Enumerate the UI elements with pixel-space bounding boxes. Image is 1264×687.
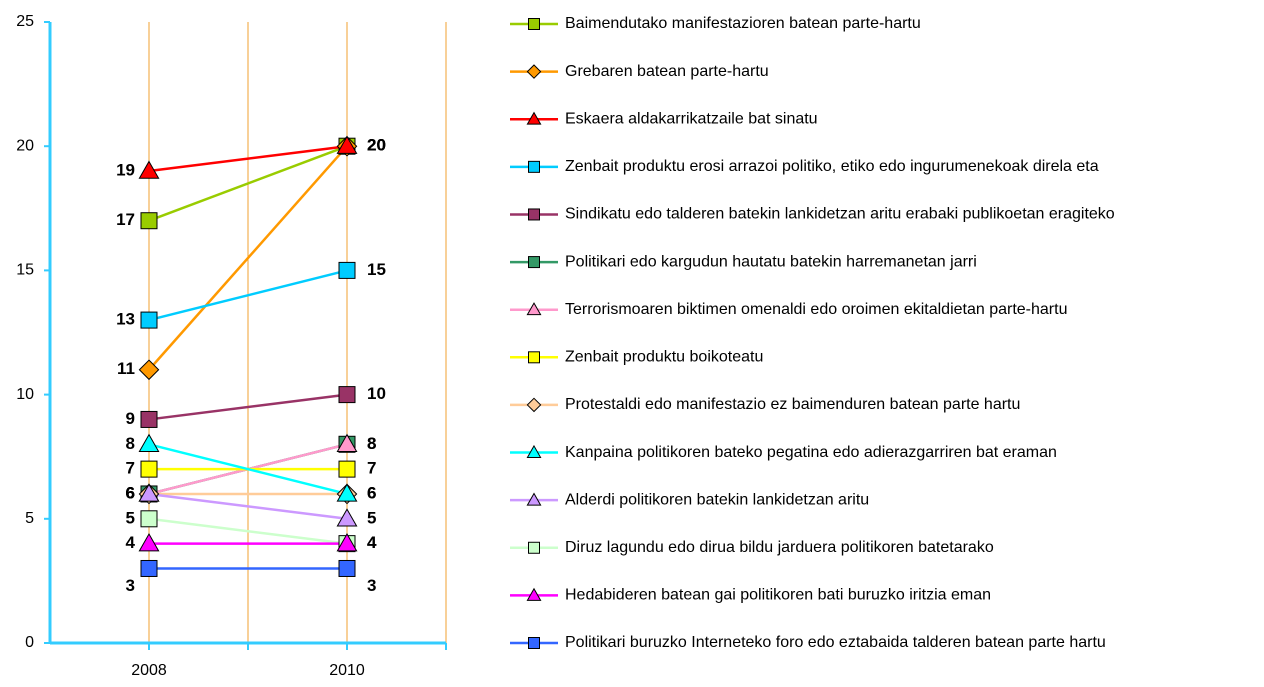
data-label: 6	[367, 483, 376, 502]
legend-marker	[528, 351, 540, 364]
data-label: 5	[367, 508, 376, 527]
data-label: 13	[116, 310, 135, 329]
data-label: 11	[117, 359, 135, 378]
legend-marker	[526, 302, 542, 316]
data-label: 6	[126, 483, 135, 502]
series-line	[148, 443, 348, 496]
y-tick-label: 20	[16, 137, 34, 154]
legend-marker	[526, 444, 542, 458]
data-label: 9	[126, 409, 135, 428]
data-point	[338, 261, 356, 279]
data-label: 20	[367, 136, 386, 155]
data-point	[336, 433, 358, 452]
legend-label: Politikari buruzko Interneteko foro edo …	[565, 634, 1106, 651]
data-point	[138, 359, 160, 381]
data-point	[140, 410, 158, 428]
legend-label: Eskaera aldakarrikatzaile bat sinatu	[565, 110, 818, 127]
data-label: 15	[367, 260, 386, 279]
data-point	[138, 160, 160, 179]
data-label: 4	[126, 533, 136, 552]
legend-marker	[526, 64, 542, 79]
legend-label: Zenbait produktu boikoteatu	[565, 349, 763, 366]
legend-marker	[526, 111, 542, 125]
data-point	[140, 559, 158, 577]
data-label: 10	[367, 384, 386, 403]
legend-marker	[528, 256, 540, 269]
series-line	[148, 492, 348, 521]
data-point	[338, 460, 356, 478]
data-point	[140, 460, 158, 478]
data-point	[336, 135, 358, 154]
data-label: 7	[367, 459, 376, 478]
legend-marker	[528, 160, 540, 173]
data-point	[336, 483, 358, 502]
legend-marker	[528, 18, 540, 30]
data-point	[336, 533, 358, 552]
legend-label: Sindikatu edo talderen batekin lankidetz…	[565, 206, 1115, 223]
data-label: 7	[126, 459, 135, 478]
data-label: 6	[126, 483, 135, 502]
legend-marker	[528, 208, 540, 221]
data-label: 20	[367, 136, 386, 155]
x-tick-label: 2010	[329, 662, 365, 679]
data-point	[140, 212, 158, 230]
x-tick-label: 2008	[131, 662, 167, 679]
legend-label: Zenbait produktu erosi arrazoi politiko,…	[565, 158, 1099, 175]
data-point	[140, 311, 158, 329]
data-label: 8	[367, 434, 376, 453]
series-line	[148, 393, 348, 421]
legend-label: Kanpaina politikoren bateko pegatina edo…	[565, 444, 1057, 461]
data-label: 4	[367, 533, 377, 552]
legend-marker	[526, 492, 542, 506]
legend-marker	[528, 637, 540, 649]
data-label: 3	[367, 576, 376, 595]
y-tick-label: 25	[16, 13, 34, 30]
legend-label: Protestaldi edo manifestazio ez baimendu…	[565, 396, 1020, 413]
data-label: 6	[126, 483, 135, 502]
data-point	[336, 508, 358, 527]
data-label: 19	[116, 161, 135, 180]
legend-label: Politikari edo kargudun hautatu batekin …	[565, 253, 977, 270]
y-tick-label: 5	[25, 510, 34, 527]
data-label: 6	[367, 483, 376, 502]
data-label: 4	[367, 533, 377, 552]
legend-label: Diruz lagundu edo dirua bildu jarduera p…	[565, 539, 994, 556]
data-point	[138, 483, 160, 502]
legend-marker	[526, 397, 542, 413]
data-point	[338, 386, 356, 404]
series-line	[148, 144, 348, 173]
data-label: 20	[367, 136, 386, 155]
legend-marker	[528, 541, 540, 554]
y-tick-label: 0	[25, 634, 34, 651]
series-line	[148, 145, 348, 371]
legend-label: Grebaren batean parte-hartu	[565, 63, 769, 80]
y-tick-label: 10	[16, 386, 34, 403]
legend-label: Alderdi politikoren batekin lankidetzan …	[565, 491, 869, 508]
legend-marker	[526, 587, 542, 601]
series-line	[148, 517, 348, 545]
data-label: 17	[116, 210, 135, 229]
legend-label: Terrorismoaren biktimen omenaldi edo oro…	[565, 301, 1067, 318]
data-label: 3	[126, 576, 135, 595]
legend-label: Baimendutako manifestazioren batean part…	[565, 15, 921, 32]
data-point	[138, 433, 160, 452]
data-point	[140, 510, 158, 528]
data-label: 8	[126, 434, 135, 453]
series-line	[148, 269, 348, 322]
data-point	[138, 533, 160, 552]
series-line	[148, 145, 348, 222]
data-label: 8	[367, 434, 376, 453]
y-tick-label: 15	[16, 262, 34, 279]
legend-label: Hedabideren batean gai politikoren bati …	[565, 587, 991, 604]
data-label: 5	[126, 508, 135, 527]
data-label: 6	[126, 483, 135, 502]
data-point	[338, 559, 356, 577]
